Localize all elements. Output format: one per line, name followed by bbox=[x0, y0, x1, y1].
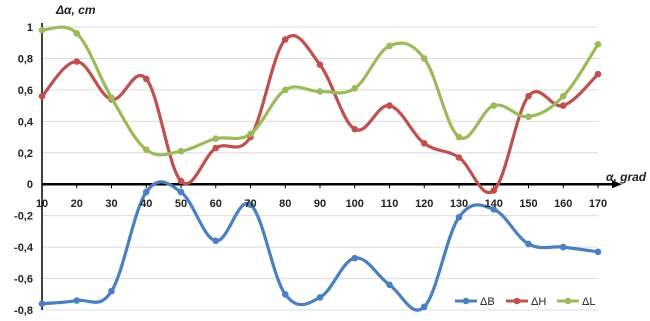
data-point bbox=[351, 85, 359, 92]
data-point bbox=[351, 254, 359, 262]
data-point bbox=[212, 135, 220, 142]
data-point bbox=[108, 94, 115, 102]
y-axis-label: Δα, cm bbox=[55, 3, 96, 17]
data-point bbox=[386, 102, 393, 109]
axes bbox=[41, 23, 622, 310]
data-point bbox=[177, 188, 185, 196]
data-point bbox=[281, 290, 289, 298]
data-point bbox=[247, 201, 254, 208]
series-group bbox=[38, 25, 602, 312]
series-dl bbox=[38, 25, 602, 157]
y-tick-label: -0,6 bbox=[14, 274, 33, 286]
y-tick-label: 0,4 bbox=[18, 116, 34, 128]
data-point bbox=[455, 154, 463, 161]
x-tick-label: 170 bbox=[589, 198, 607, 210]
data-point bbox=[351, 125, 359, 133]
series-line bbox=[40, 34, 600, 195]
legend-label: ΔH bbox=[531, 296, 546, 308]
data-point bbox=[420, 140, 428, 147]
x-tick-label: 10 bbox=[36, 198, 48, 210]
data-point bbox=[212, 144, 220, 152]
data-point bbox=[108, 287, 115, 295]
data-point bbox=[420, 303, 428, 311]
data-point bbox=[142, 146, 150, 153]
data-point bbox=[73, 58, 81, 65]
x-tick-label: 80 bbox=[279, 198, 291, 210]
legend-label: ΔB bbox=[480, 296, 495, 308]
data-point bbox=[73, 29, 81, 37]
legend-swatch-marker bbox=[564, 297, 572, 305]
y-tick-label: 0,8 bbox=[18, 53, 33, 65]
grid-lines bbox=[42, 26, 598, 311]
legend: ΔB ΔH ΔL bbox=[455, 296, 595, 308]
data-point bbox=[38, 300, 46, 308]
data-point bbox=[559, 92, 567, 100]
x-tick-label: 50 bbox=[175, 198, 187, 210]
data-point bbox=[386, 42, 393, 50]
data-point bbox=[212, 237, 220, 245]
legend-item: ΔL bbox=[557, 296, 595, 308]
data-point bbox=[177, 177, 185, 185]
data-point bbox=[594, 248, 602, 256]
legend-swatch-marker bbox=[462, 297, 470, 305]
data-point bbox=[490, 187, 498, 194]
data-point bbox=[490, 206, 498, 213]
data-point bbox=[490, 102, 498, 109]
data-point bbox=[38, 26, 46, 34]
data-point bbox=[594, 40, 602, 48]
data-point bbox=[73, 297, 81, 304]
data-point bbox=[316, 88, 324, 95]
y-tick-label: 0 bbox=[27, 179, 33, 191]
data-point bbox=[316, 61, 324, 69]
x-tick-label: 120 bbox=[415, 198, 433, 210]
x-axis-label: α, grad bbox=[606, 170, 647, 184]
x-tick-label: 70 bbox=[244, 198, 256, 210]
data-point bbox=[420, 55, 428, 62]
x-tick-label: 150 bbox=[519, 198, 537, 210]
x-tick-label: 30 bbox=[105, 198, 117, 210]
data-point bbox=[455, 213, 463, 221]
y-tick-label: -0,8 bbox=[14, 305, 33, 317]
x-tick-label: 100 bbox=[346, 198, 364, 210]
legend-label: ΔL bbox=[582, 296, 595, 308]
tick-labels: 1 0,8 0,6 0,4 0,2 0 -0,2 -0,4 -0,6 -0,8 10 20 30 40 50… bbox=[14, 22, 607, 317]
data-point bbox=[594, 70, 602, 78]
data-point bbox=[38, 92, 46, 100]
y-tick-label: -0,4 bbox=[14, 242, 34, 254]
x-tick-label: 20 bbox=[71, 198, 83, 210]
x-tick-label: 160 bbox=[554, 198, 572, 210]
y-tick-label: 0,6 bbox=[18, 85, 33, 97]
data-point bbox=[525, 113, 532, 120]
data-point bbox=[559, 243, 567, 251]
y-tick-label: 0,2 bbox=[18, 148, 33, 160]
data-point bbox=[281, 36, 289, 43]
data-point bbox=[455, 133, 463, 141]
y-tick-label: 1 bbox=[27, 22, 33, 34]
series-line bbox=[41, 180, 599, 312]
data-point bbox=[525, 92, 532, 100]
data-point bbox=[142, 188, 150, 196]
data-point bbox=[386, 281, 393, 289]
x-axis-arrow bbox=[612, 180, 622, 189]
legend-item: ΔH bbox=[506, 296, 546, 308]
y-tick-label: -0,2 bbox=[14, 211, 33, 223]
data-point bbox=[559, 102, 567, 109]
data-point bbox=[142, 75, 150, 83]
data-point bbox=[316, 294, 324, 301]
data-point bbox=[247, 130, 254, 138]
data-point bbox=[177, 147, 185, 155]
x-tick-label: 60 bbox=[210, 198, 222, 210]
legend-swatch-marker bbox=[513, 297, 521, 305]
x-tick-label: 90 bbox=[314, 198, 326, 210]
x-tick-label: 140 bbox=[485, 198, 503, 210]
series-db bbox=[38, 180, 602, 312]
legend-item: ΔB bbox=[455, 296, 495, 308]
data-point bbox=[525, 240, 532, 248]
x-tick-label: 40 bbox=[140, 198, 152, 210]
x-tick-label: 110 bbox=[381, 198, 399, 210]
x-tick-label: 130 bbox=[450, 198, 468, 210]
data-point bbox=[281, 86, 289, 94]
